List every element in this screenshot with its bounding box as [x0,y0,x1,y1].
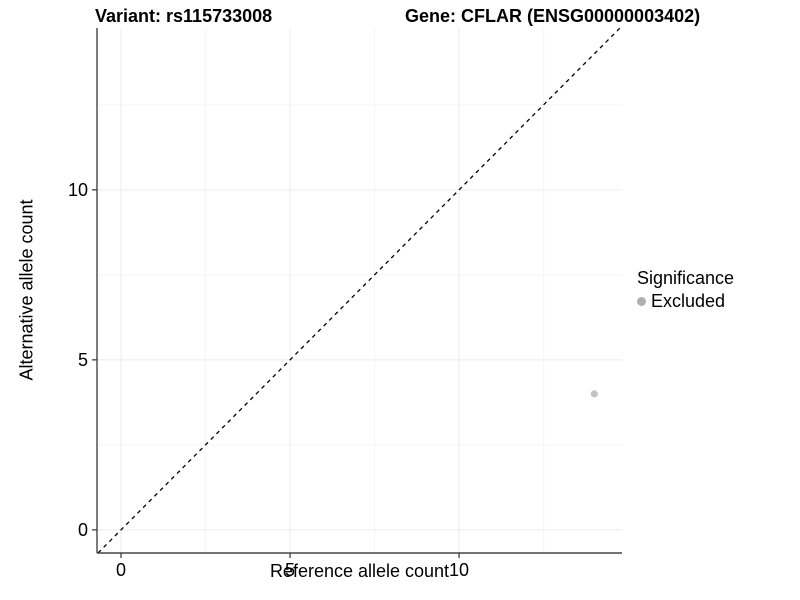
x-tick-label: 0 [116,560,126,580]
x-tick-label: 10 [449,560,469,580]
data-point [590,390,598,398]
legend-item-excluded: Excluded [637,291,734,312]
y-tick-label: 10 [68,180,88,200]
y-tick-label: 5 [78,350,88,370]
y-axis-title: Alternative allele count [16,199,37,381]
identity-dashed-line [97,27,621,554]
x-tick-label: 5 [285,560,295,580]
variant-title: Variant: rs115733008 [95,6,273,26]
x-axis-title: Reference allele count [269,561,450,581]
legend: Significance Excluded [637,268,734,312]
gene-title: Gene: CFLAR (ENSG00000003402) [405,6,701,26]
legend-item-label: Excluded [651,291,726,311]
legend-key-dot-icon [637,297,646,306]
y-tick-label: 0 [78,520,88,540]
legend-title: Significance [637,268,735,288]
